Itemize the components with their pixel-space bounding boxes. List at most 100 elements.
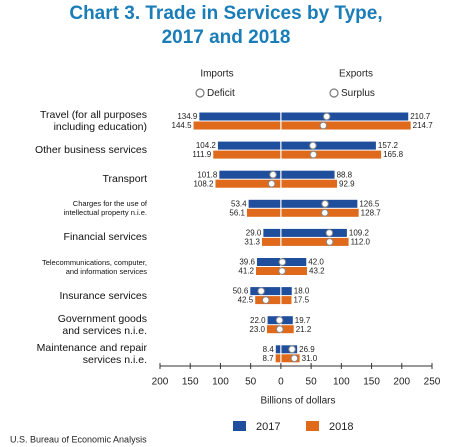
balance-marker: [319, 121, 328, 130]
value-label: 111.9: [192, 150, 211, 159]
x-tick-label: 50: [306, 377, 318, 388]
value-label: 18.0: [294, 287, 310, 296]
value-label: 101.8: [197, 170, 218, 179]
value-label: 17.5: [293, 296, 309, 305]
x-tick-label: 100: [333, 377, 350, 388]
category-label: Maintenance and repair services n.i.e.: [36, 341, 147, 366]
value-label: 109.2: [349, 229, 370, 238]
balance-marker: [278, 267, 286, 275]
value-label: 53.4: [231, 199, 247, 208]
bar: [280, 354, 300, 363]
value-label: 8.7: [263, 354, 275, 363]
balance-marker: [321, 200, 329, 208]
source: U.S. Bureau of Economic Analysis: [10, 434, 147, 444]
bar: [261, 237, 281, 246]
value-label: 29.0: [246, 229, 262, 238]
bar: [267, 316, 281, 325]
legend-swatch: [306, 421, 319, 431]
bar: [275, 354, 281, 363]
column-label: Exports: [339, 69, 373, 80]
bar: [280, 296, 292, 305]
bar: [213, 150, 281, 159]
bar: [280, 325, 294, 334]
value-label: 31.3: [244, 238, 260, 247]
legend-label: 2018: [329, 421, 353, 433]
bar: [280, 121, 411, 130]
x-tick-label: 100: [212, 377, 229, 388]
value-label: 104.2: [196, 141, 217, 150]
bar: [219, 170, 281, 179]
bar: [215, 179, 281, 188]
balance-marker: [322, 112, 331, 121]
chart-title: Chart 3. Trade in Services by Type, 2017…: [69, 3, 383, 48]
bar: [280, 267, 308, 275]
value-label: 88.8: [337, 170, 353, 179]
balance-marker: [325, 229, 334, 237]
value-label: 108.2: [193, 179, 214, 188]
value-label: 92.9: [339, 179, 355, 188]
x-tick-label: 250: [424, 377, 441, 388]
balance-marker: [309, 150, 318, 159]
value-label: 42.0: [308, 258, 324, 267]
value-label: 144.5: [172, 121, 193, 130]
legend-label: 2017: [256, 421, 280, 433]
value-label: 42.5: [238, 296, 254, 305]
x-tick-label: 200: [393, 377, 410, 388]
category-label: Government goods and services n.i.e.: [57, 312, 147, 337]
x-tick-label: 0: [278, 377, 284, 388]
bar: [280, 237, 349, 246]
x-tick-label: 200: [152, 377, 169, 388]
legend-label: Surplus: [341, 88, 375, 99]
bar: [255, 267, 281, 275]
value-label: 31.0: [302, 354, 318, 363]
balance-marker: [288, 345, 296, 354]
value-label: 126.5: [359, 199, 380, 208]
bar: [280, 316, 293, 325]
bar: [280, 199, 358, 208]
legend-marker: [195, 88, 205, 98]
bar: [256, 258, 281, 266]
value-label: 50.6: [233, 287, 249, 296]
x-tick-label: 50: [245, 377, 257, 388]
value-label: 41.2: [238, 267, 254, 276]
value-label: 112.0: [351, 238, 371, 247]
bar: [193, 121, 281, 130]
value-label: 26.9: [299, 345, 315, 354]
balance-marker: [261, 296, 270, 304]
value-label: 43.2: [309, 267, 325, 276]
value-label: 157.2: [378, 141, 399, 150]
balance-marker: [320, 209, 329, 217]
bar: [199, 112, 281, 121]
x-tick-label: 150: [182, 377, 199, 388]
value-label: 165.8: [383, 150, 404, 159]
balance-marker: [325, 238, 334, 246]
x-tick-label: 150: [363, 377, 380, 388]
column-label: Imports: [200, 69, 233, 80]
bar: [280, 112, 409, 121]
bar: [248, 199, 281, 208]
bar: [280, 208, 359, 217]
category-label: Financial services: [63, 231, 147, 244]
bar: [280, 170, 335, 179]
value-label: 210.7: [410, 112, 431, 121]
bar: [280, 228, 347, 237]
value-label: 56.1: [229, 208, 245, 217]
bar: [280, 150, 382, 159]
category-label: Travel (for all purposes including educa…: [40, 109, 147, 133]
balance-marker: [269, 170, 277, 179]
bar: [280, 141, 376, 150]
category-label: Charges for the use of intellectual prop…: [63, 199, 147, 218]
value-label: 214.7: [413, 121, 434, 130]
bar: [266, 325, 281, 334]
bar: [250, 287, 281, 296]
value-label: 8.4: [263, 345, 275, 354]
bar: [280, 179, 338, 188]
legend-swatch: [233, 421, 246, 431]
x-axis-label: Billions of dollars: [260, 396, 335, 407]
category-label: Transport: [102, 173, 147, 186]
value-label: 134.9: [177, 112, 198, 121]
balance-marker: [276, 325, 284, 334]
legend-marker: [329, 88, 339, 98]
